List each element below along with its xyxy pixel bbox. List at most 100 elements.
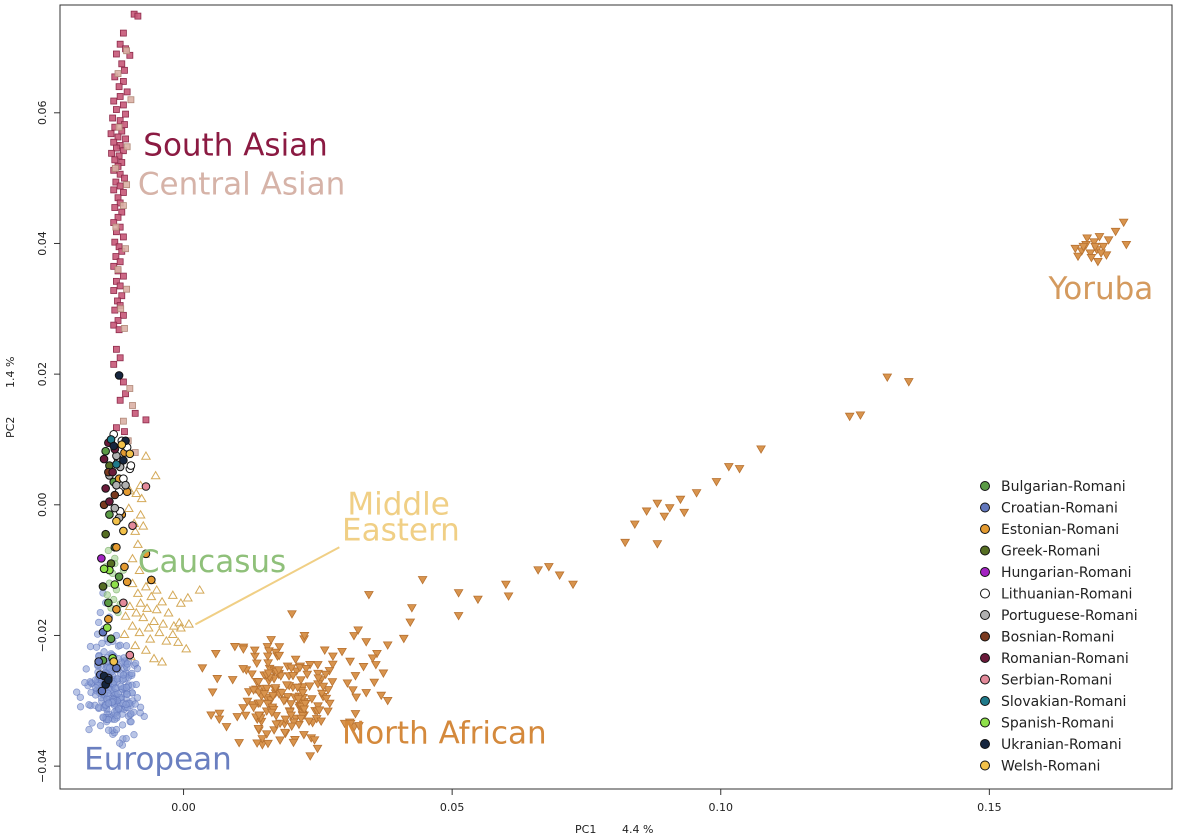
spanish-romani-point <box>99 564 109 574</box>
reference-point <box>266 708 277 718</box>
reference-point <box>299 631 310 641</box>
reference-point <box>114 213 122 221</box>
reference-point <box>116 258 124 266</box>
reference-point <box>327 678 338 687</box>
reference-point <box>221 723 232 732</box>
reference-point <box>119 202 127 209</box>
reference-point <box>756 445 766 454</box>
spanish-romani-point <box>110 580 120 589</box>
reference-point <box>882 373 893 382</box>
x-axis-label: PC1 <box>575 823 596 836</box>
reference-point <box>339 719 350 729</box>
bulgarian-romani-point <box>105 510 114 519</box>
legend-marker-portuguese-romani <box>980 610 990 620</box>
bulgarian-romani-point <box>104 598 113 608</box>
estonian-romani-point <box>122 577 132 587</box>
portuguese-romani-point <box>110 503 120 513</box>
reference-point <box>124 601 135 610</box>
reference-point <box>116 182 124 190</box>
reference-point <box>262 643 273 652</box>
reference-point <box>300 700 311 709</box>
reference-point <box>132 539 143 548</box>
legend-marker-spanish-romani <box>980 717 990 728</box>
legend-label-croatian-romani: Croatian-Romani <box>1001 501 1118 517</box>
reference-point <box>86 642 95 651</box>
reference-point <box>263 669 274 678</box>
reference-point <box>111 164 119 172</box>
estonian-romani-point <box>104 614 113 624</box>
reference-point <box>855 411 866 420</box>
reference-point <box>240 711 251 721</box>
reference-point <box>138 520 149 530</box>
legend-marker-hungarian-romani <box>980 567 990 577</box>
reference-point <box>286 664 297 673</box>
serbian-romani-point <box>125 650 135 660</box>
reference-point <box>119 78 127 85</box>
reference-point <box>280 715 291 725</box>
reference-point <box>123 143 131 151</box>
reference-point <box>1094 233 1105 242</box>
reference-point <box>500 580 511 590</box>
reference-point <box>119 378 127 386</box>
reference-point <box>116 396 124 404</box>
reference-point <box>118 208 126 216</box>
legend-marker-greek-romani <box>980 545 990 556</box>
group-label-south-asian: South Asian <box>143 127 328 163</box>
legend-marker-lithuanian-romani <box>980 588 990 599</box>
reference-point <box>146 591 157 601</box>
reference-point <box>119 189 127 196</box>
welsh-romani-point <box>125 449 135 459</box>
reference-point <box>127 620 138 630</box>
reference-point <box>328 652 338 661</box>
reference-point <box>131 409 139 417</box>
reference-point <box>275 736 285 745</box>
reference-point <box>114 266 122 274</box>
reference-point <box>175 598 186 607</box>
reference-point <box>238 665 249 674</box>
reference-point <box>116 739 124 747</box>
reference-point <box>296 676 306 685</box>
reference-point <box>148 653 160 663</box>
reference-point <box>130 731 138 739</box>
reference-point <box>112 253 120 260</box>
welsh-romani-point <box>112 516 121 526</box>
reference-point <box>76 693 84 701</box>
reference-point <box>376 691 387 701</box>
reference-point <box>96 722 105 730</box>
reference-point <box>207 688 218 697</box>
slovakian-romani-point <box>112 459 121 469</box>
reference-point <box>113 712 121 720</box>
reference-point <box>118 721 127 729</box>
reference-point <box>361 638 372 647</box>
reference-point <box>382 697 393 706</box>
reference-point <box>1096 249 1106 258</box>
reference-point <box>111 684 120 693</box>
reference-point <box>113 50 120 58</box>
reference-point <box>131 700 139 708</box>
group-label-middle: Middle <box>347 487 449 523</box>
reference-point <box>110 186 118 194</box>
reference-point <box>503 592 514 601</box>
reference-point <box>167 590 178 599</box>
reference-point <box>130 640 141 650</box>
reference-point <box>161 635 172 645</box>
reference-point <box>405 618 416 627</box>
reference-point <box>114 70 122 77</box>
reference-point <box>121 428 128 436</box>
reference-point <box>327 660 338 670</box>
reference-point <box>337 648 347 657</box>
reference-point <box>140 581 152 591</box>
reference-point <box>253 678 264 687</box>
reference-point <box>82 665 90 673</box>
reference-point <box>111 156 119 164</box>
legend-marker-slovakian-romani <box>980 696 990 706</box>
reference-point <box>232 713 243 722</box>
reference-point <box>108 149 115 157</box>
reference-point <box>324 699 335 709</box>
serbian-romani-point <box>119 598 128 608</box>
reference-point <box>121 174 128 182</box>
reference-point <box>1089 238 1100 247</box>
reference-point <box>122 700 130 709</box>
reference-point <box>116 641 124 649</box>
estonian-romani-point <box>120 562 129 572</box>
